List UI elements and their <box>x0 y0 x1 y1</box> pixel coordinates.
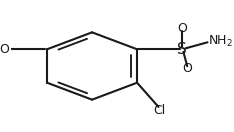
Text: S: S <box>177 42 187 57</box>
Text: O: O <box>182 62 192 75</box>
Text: NH$_2$: NH$_2$ <box>208 34 234 50</box>
Text: O: O <box>177 22 187 35</box>
Text: O: O <box>0 43 9 56</box>
Text: Cl: Cl <box>153 104 166 117</box>
